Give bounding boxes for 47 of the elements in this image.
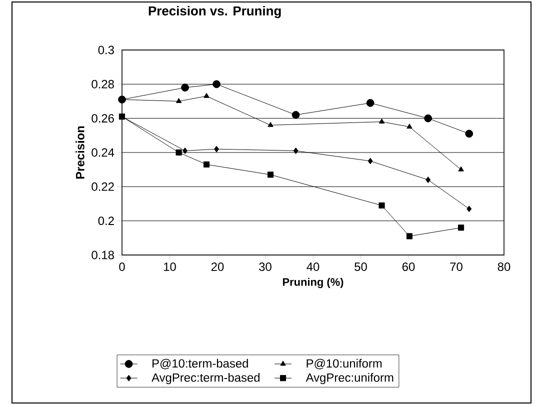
x-tick-label: 60 (402, 262, 415, 271)
point (424, 114, 432, 122)
x-axis-title: Pruning (%) (282, 278, 344, 288)
legend-label: AvgPrec:uniform (306, 373, 394, 384)
x-tick-label: 70 (450, 262, 462, 271)
x-tick-label: 30 (259, 262, 272, 271)
point (458, 224, 464, 231)
point (426, 176, 431, 184)
point (293, 148, 298, 154)
point (466, 206, 472, 212)
point (176, 98, 182, 103)
y-tick-label: 0.24 (92, 148, 114, 157)
point (182, 148, 188, 154)
x-tick-label: 20 (211, 262, 224, 271)
x-tick-label: 50 (354, 262, 367, 271)
point (366, 99, 374, 107)
y-tick-label: 0.2 (98, 216, 114, 226)
point (406, 124, 412, 129)
point (214, 146, 220, 152)
legend-label: AvgPrec:term-based (152, 373, 260, 384)
point (465, 130, 474, 138)
y-tick-label: 0.18 (92, 250, 114, 260)
x-tick-label: 0 (119, 262, 125, 271)
y-axis-title: Precision (76, 126, 84, 179)
x-tick-label: 40 (306, 262, 320, 271)
y-tick-label: 0.22 (92, 182, 114, 191)
legend-label: P@10:term-based (152, 358, 248, 370)
point (458, 166, 464, 172)
point (292, 110, 300, 119)
x-tick-label: 80 (498, 262, 510, 271)
point (368, 158, 373, 164)
point (378, 118, 385, 124)
chart-title: Precision vs. Pruning (148, 6, 281, 18)
point (378, 202, 385, 208)
y-tick-label: 0.28 (92, 80, 114, 88)
point (267, 172, 274, 178)
point (203, 161, 210, 168)
legend-label: P@10:uniform (306, 358, 382, 370)
point (212, 80, 220, 88)
point (406, 233, 412, 240)
y-tick-label: 0.3 (98, 46, 114, 54)
x-tick-label: 10 (164, 262, 176, 271)
point (268, 122, 274, 127)
point (204, 92, 210, 98)
point (181, 84, 189, 92)
y-tick-label: 0.26 (92, 114, 114, 123)
point (176, 149, 182, 156)
